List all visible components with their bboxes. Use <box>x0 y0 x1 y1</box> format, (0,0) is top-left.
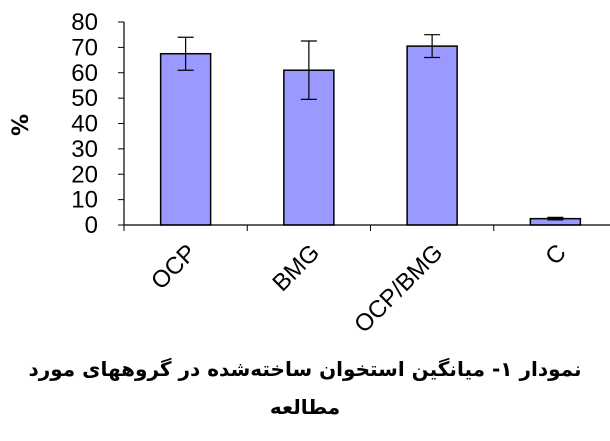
x-tick-label: BMG <box>267 239 325 297</box>
y-tick-label: 10 <box>71 187 98 214</box>
y-tick-label: 30 <box>71 136 98 163</box>
y-axis-label: % <box>9 114 34 136</box>
caption-line-1: نمودار ۱- میانگین استخوان ساخته‌شده در گ… <box>28 357 582 381</box>
y-tick-label: 70 <box>71 34 98 61</box>
y-tick-label: 20 <box>71 161 98 188</box>
y-tick-label: 50 <box>71 85 98 112</box>
error-bars <box>177 34 564 221</box>
axes <box>123 22 610 231</box>
x-tick-label: OCP <box>146 239 202 295</box>
caption-line-2: مطالعه <box>269 395 341 419</box>
x-axis-tick-labels: OCP BMG OCP/BMG C <box>146 239 572 338</box>
bars <box>159 45 582 226</box>
y-tick-label: 80 <box>71 9 98 36</box>
x-tick-label: OCP/BMG <box>349 239 448 338</box>
bar-ocp <box>159 52 212 226</box>
figure-caption: نمودار ۱- میانگین استخوان ساخته‌شده در گ… <box>0 350 610 426</box>
y-tick-label: 60 <box>71 60 98 87</box>
y-tick-label: 0 <box>85 212 98 239</box>
x-tick-label: C <box>540 239 571 270</box>
y-tick-label: 40 <box>71 111 98 138</box>
bar-ocp-bmg <box>406 45 458 226</box>
